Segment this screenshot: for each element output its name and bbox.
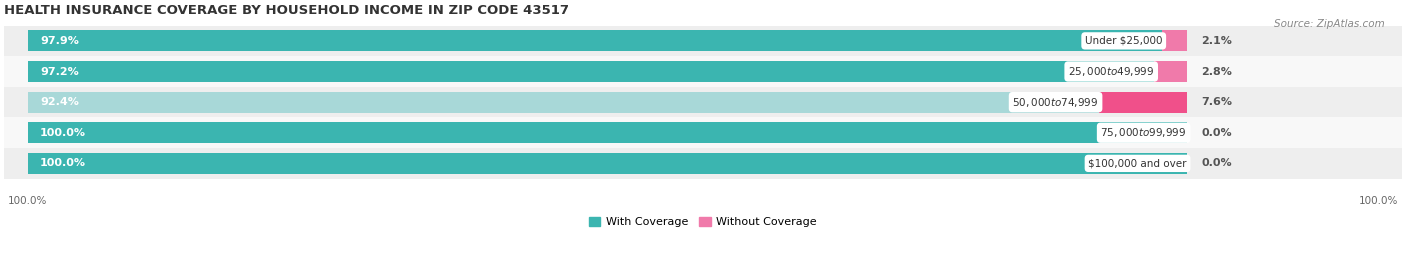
Text: 100.0%: 100.0% — [1358, 196, 1398, 206]
Text: 100.0%: 100.0% — [8, 196, 48, 206]
Text: 0.0%: 0.0% — [1201, 158, 1232, 168]
Text: 97.2%: 97.2% — [39, 66, 79, 76]
Text: 2.1%: 2.1% — [1201, 36, 1232, 46]
Text: 100.0%: 100.0% — [39, 158, 86, 168]
Bar — [1163, 30, 1187, 51]
Legend: With Coverage, Without Coverage: With Coverage, Without Coverage — [585, 213, 821, 232]
Bar — [1098, 92, 1187, 112]
Bar — [1154, 61, 1187, 82]
Text: $75,000 to $99,999: $75,000 to $99,999 — [1101, 126, 1187, 139]
Bar — [4, 87, 1402, 118]
Text: 7.6%: 7.6% — [1201, 97, 1232, 107]
Bar — [28, 61, 1154, 82]
Bar — [28, 92, 1098, 112]
Text: HEALTH INSURANCE COVERAGE BY HOUSEHOLD INCOME IN ZIP CODE 43517: HEALTH INSURANCE COVERAGE BY HOUSEHOLD I… — [4, 4, 569, 17]
Bar — [4, 56, 1402, 87]
Bar — [28, 30, 1163, 51]
Text: $100,000 and over: $100,000 and over — [1088, 158, 1187, 168]
Text: Source: ZipAtlas.com: Source: ZipAtlas.com — [1274, 19, 1385, 29]
Bar — [28, 153, 1187, 174]
Text: 2.8%: 2.8% — [1201, 66, 1232, 76]
Text: 100.0%: 100.0% — [39, 128, 86, 138]
Text: 0.0%: 0.0% — [1201, 128, 1232, 138]
Text: Under $25,000: Under $25,000 — [1085, 36, 1163, 46]
Bar — [4, 148, 1402, 179]
Bar — [4, 26, 1402, 56]
Text: $25,000 to $49,999: $25,000 to $49,999 — [1069, 65, 1154, 78]
Text: 97.9%: 97.9% — [39, 36, 79, 46]
Bar — [4, 118, 1402, 148]
Text: $50,000 to $74,999: $50,000 to $74,999 — [1012, 95, 1098, 109]
Bar — [28, 122, 1187, 143]
Text: 92.4%: 92.4% — [39, 97, 79, 107]
